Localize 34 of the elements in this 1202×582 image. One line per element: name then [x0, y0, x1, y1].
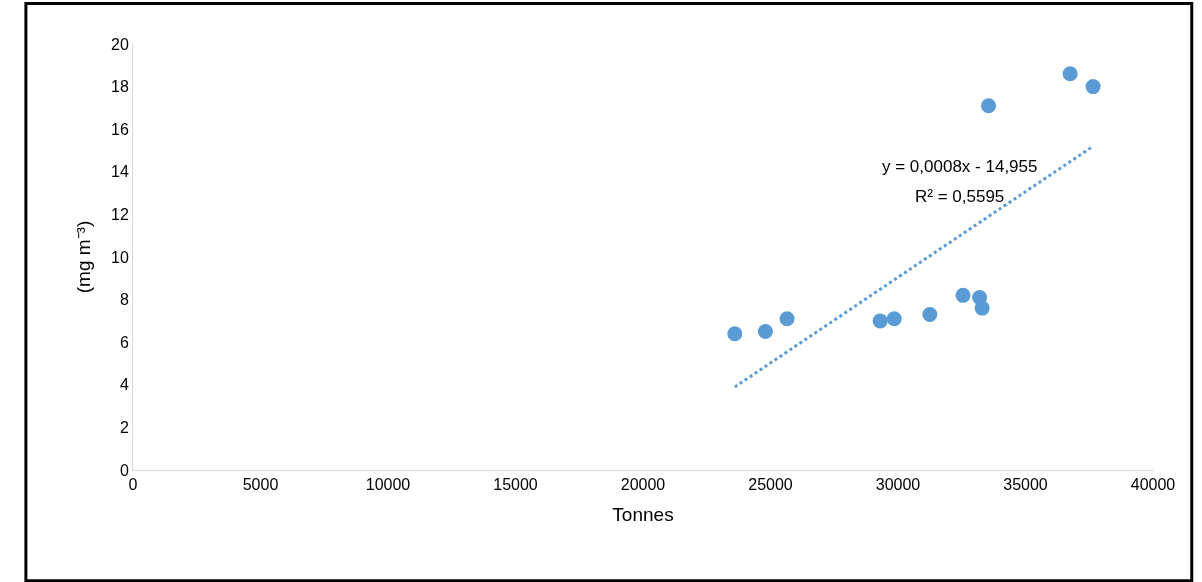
x-tick-label: 10000	[365, 476, 411, 494]
y-tick-label: 12	[111, 206, 129, 223]
y-tick-label: 0	[119, 461, 129, 479]
x-tick-label: 15000	[493, 476, 538, 494]
point	[886, 311, 902, 327]
y-tick-label: 20	[111, 35, 129, 53]
x-axis-title: Tonnes	[612, 504, 674, 525]
y-tick-label: 6	[119, 333, 129, 351]
point	[981, 98, 997, 114]
annotation: y = 0,0008x - 14,955	[882, 157, 1038, 176]
point	[872, 313, 888, 329]
x-tick-label: 25000	[748, 476, 793, 494]
point	[974, 300, 990, 316]
point	[779, 311, 795, 327]
x-tick-label: 40000	[1130, 476, 1176, 494]
annotation: R² = 0,5595	[915, 187, 1005, 206]
y-axis-title: (mg m⁻³)	[72, 220, 94, 294]
y-tick-label: 14	[111, 163, 129, 181]
y-tick-label: 16	[111, 120, 129, 138]
point	[757, 324, 773, 340]
point	[1085, 79, 1101, 95]
point	[1062, 66, 1078, 82]
x-tick-label: 5000	[242, 476, 279, 494]
point	[727, 326, 743, 342]
y-tick-label: 18	[111, 78, 129, 96]
point	[922, 307, 938, 322]
x-tick-label: 20000	[620, 476, 666, 494]
y-tick-label: 8	[119, 291, 129, 309]
y-tick-label: 2	[119, 419, 129, 436]
y-tick-label: 10	[111, 248, 129, 266]
y-tick-label: 4	[119, 376, 129, 394]
x-tick-label: 35000	[1003, 476, 1048, 494]
point	[955, 287, 971, 303]
x-tick-label: 30000	[875, 476, 921, 494]
